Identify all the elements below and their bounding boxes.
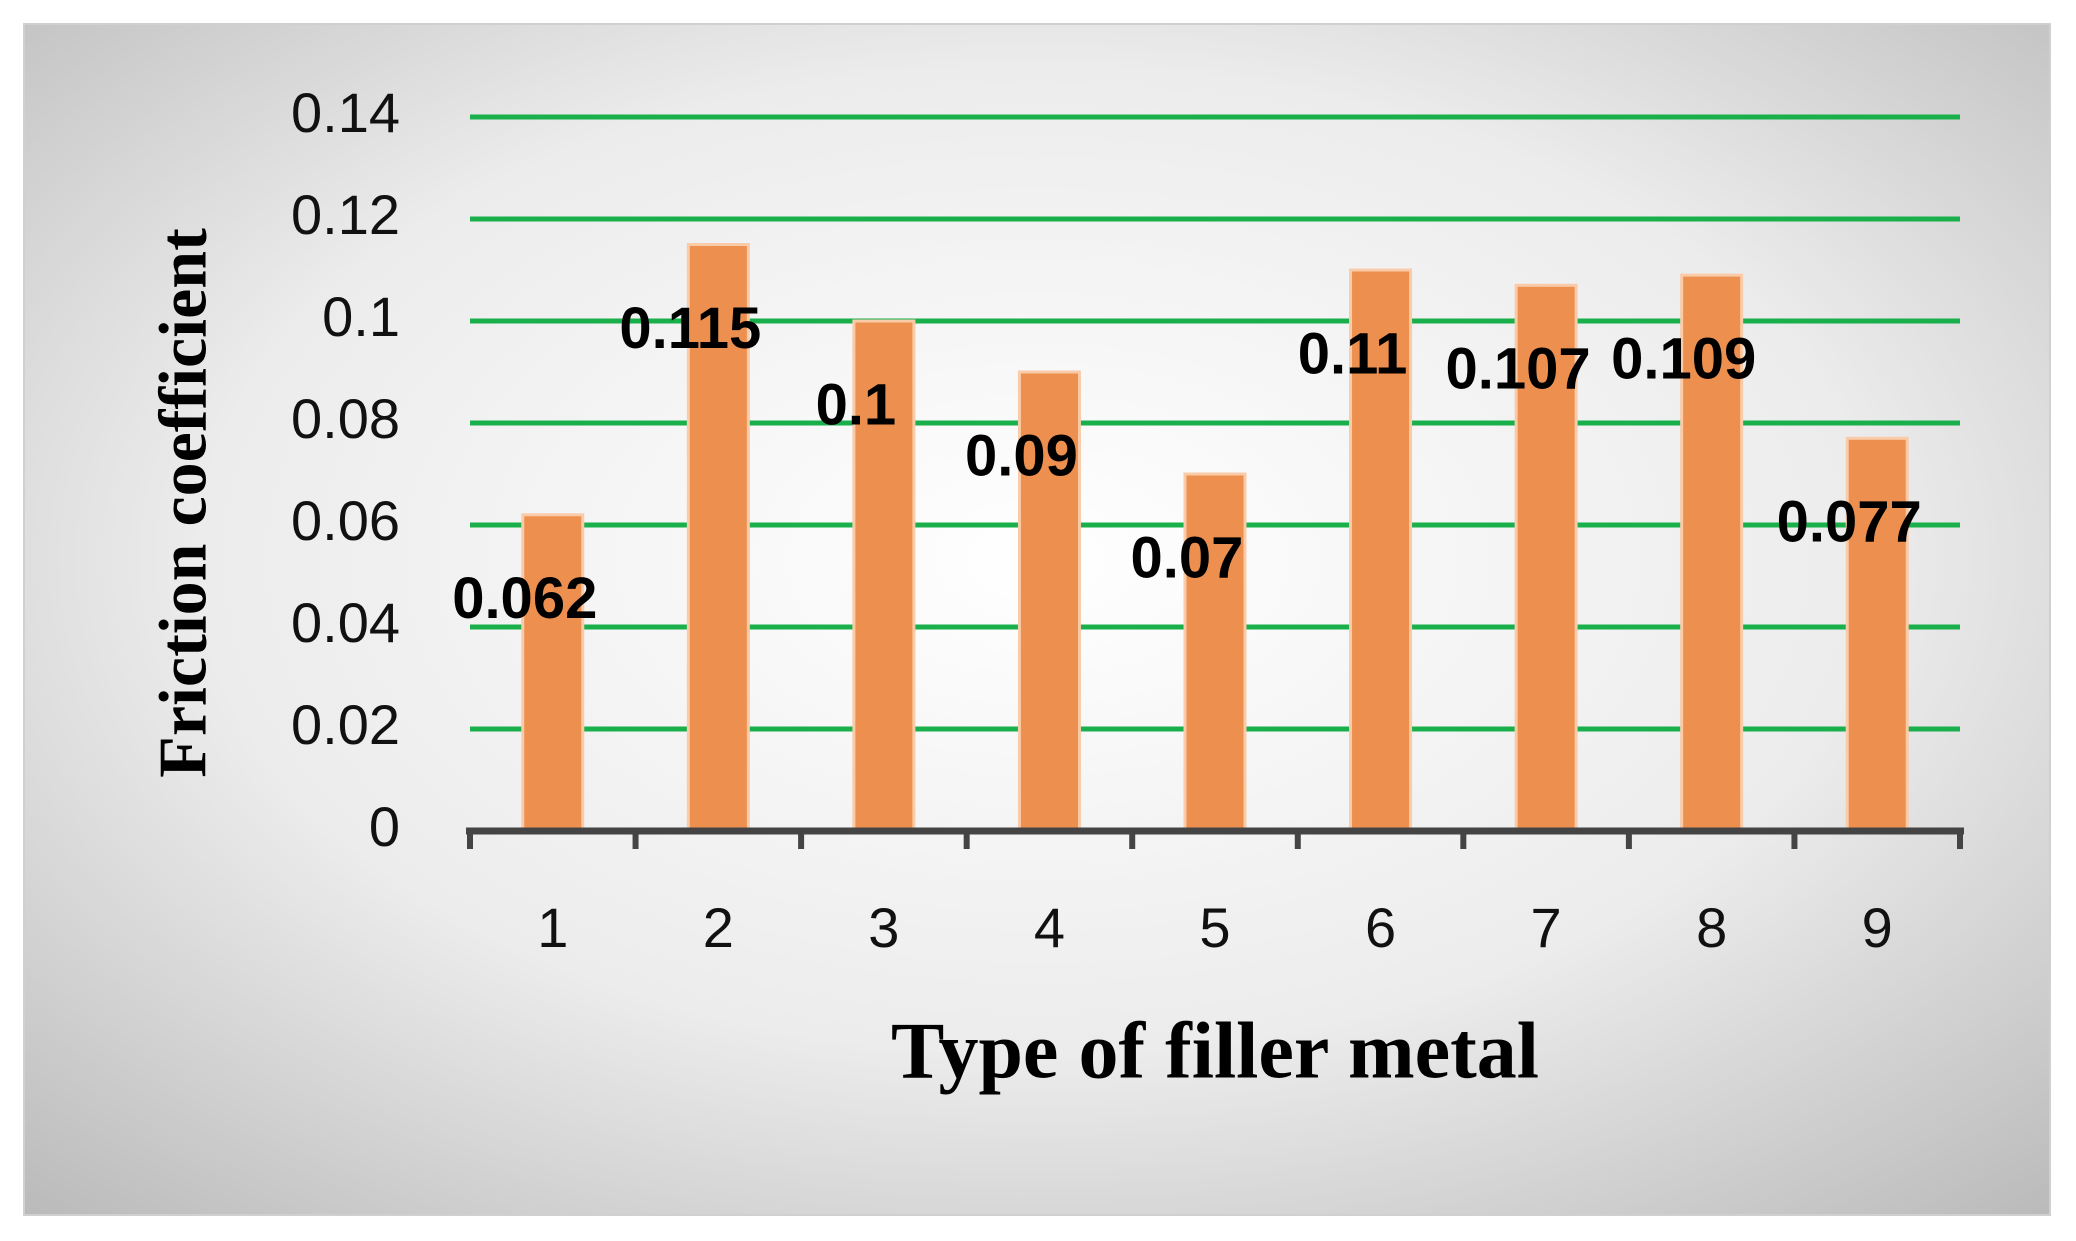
data-label: 0.077 — [1777, 490, 1922, 555]
x-tick-label: 6 — [1365, 896, 1396, 959]
y-tick-label: 0.04 — [291, 591, 400, 654]
data-label: 0.11 — [1298, 321, 1408, 386]
y-axis-title: Friction coefficient — [145, 228, 221, 778]
x-axis-title: Type of filler metal — [891, 1007, 1539, 1095]
bar — [521, 513, 585, 833]
bar — [686, 243, 750, 833]
x-tick-label: 7 — [1531, 896, 1562, 959]
data-label: 0.107 — [1446, 337, 1591, 402]
data-label: 0.1 — [816, 372, 897, 437]
x-tick-label: 4 — [1034, 896, 1065, 959]
x-tick-label: 8 — [1696, 896, 1727, 959]
y-tick-label: 0.14 — [291, 81, 400, 144]
x-tick-label: 2 — [703, 896, 734, 959]
data-label: 0.09 — [965, 423, 1078, 488]
data-label: 0.109 — [1611, 326, 1756, 391]
data-label: 0.115 — [619, 296, 761, 361]
y-tick-label: 0.06 — [291, 489, 400, 552]
bar — [1183, 472, 1247, 833]
data-label: 0.062 — [452, 566, 597, 631]
bar — [1680, 273, 1744, 833]
y-tick-label: 0.12 — [291, 183, 400, 246]
y-tick-label: 0 — [369, 795, 400, 858]
bar — [1514, 283, 1578, 833]
data-label: 0.07 — [1131, 525, 1244, 590]
y-tick-label: 0.08 — [291, 387, 400, 450]
y-tick-label: 0.02 — [291, 693, 400, 756]
bar — [1349, 268, 1413, 833]
y-tick-label: 0.1 — [322, 285, 400, 348]
x-tick-label: 9 — [1862, 896, 1893, 959]
x-tick-label: 5 — [1199, 896, 1230, 959]
x-tick-label: 1 — [537, 896, 568, 959]
x-tick-label: 3 — [868, 896, 899, 959]
bar — [852, 319, 916, 833]
